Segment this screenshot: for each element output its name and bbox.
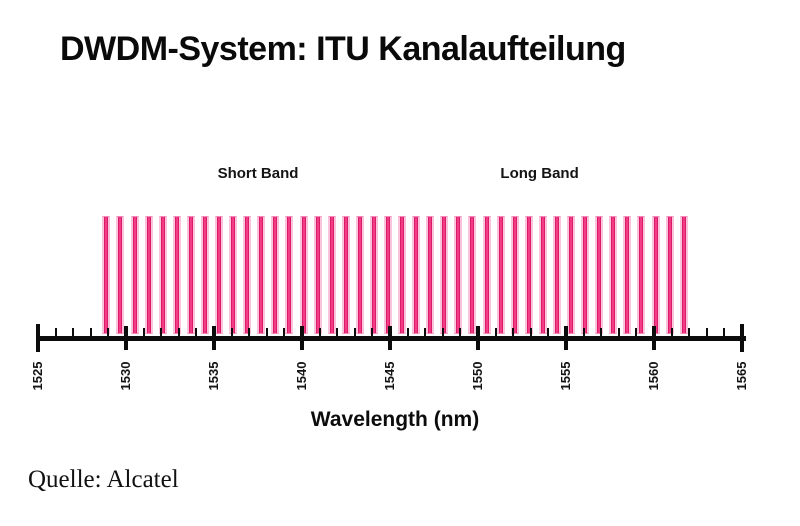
channel-bar <box>510 216 519 334</box>
channel-bar <box>341 216 350 334</box>
channel-bar <box>496 216 505 334</box>
channel-bar <box>200 216 209 334</box>
channel-bar <box>229 216 238 334</box>
axis-minor-tick <box>336 328 339 337</box>
axis-minor-tick <box>529 328 532 337</box>
channel-bar <box>623 216 632 334</box>
axis-minor-tick <box>723 328 726 337</box>
axis-minor-tick <box>177 328 180 337</box>
channel-bar <box>285 216 294 334</box>
page-title: DWDM-System: ITU Kanalaufteilung <box>60 30 626 68</box>
channel-bar <box>412 216 421 334</box>
axis-minor-tick <box>160 328 163 337</box>
channel-bar <box>679 216 688 334</box>
axis-tick-label: 1565 <box>734 361 749 391</box>
channel-bar <box>609 216 618 334</box>
axis-minor-tick <box>89 328 92 337</box>
channel-bar <box>665 216 674 334</box>
axis-major-tick <box>476 326 480 350</box>
axis-major-tick <box>212 326 216 350</box>
axis-tick-label: 1525 <box>30 361 45 391</box>
channel-bar <box>440 216 449 334</box>
channel-bar <box>552 216 561 334</box>
source-label: Quelle: <box>28 466 102 493</box>
channel-bar <box>257 216 266 334</box>
axis-tick-label: 1555 <box>558 361 573 391</box>
axis-major-tick <box>652 326 656 350</box>
axis-minor-tick <box>600 328 603 337</box>
axis-tick-label: 1540 <box>294 361 309 391</box>
channel-bar <box>581 216 590 334</box>
channel-bar <box>327 216 336 334</box>
axis-minor-tick <box>54 328 57 337</box>
channel-bar <box>215 216 224 334</box>
axis-major-tick <box>740 324 744 352</box>
channel-bar <box>144 216 153 334</box>
axis-major-tick <box>564 326 568 350</box>
channel-bar <box>243 216 252 334</box>
channel-bar <box>595 216 604 334</box>
channel-bar <box>102 216 111 334</box>
channel-bar <box>567 216 576 334</box>
axis-minor-tick <box>230 328 233 337</box>
axis-minor-tick <box>371 328 374 337</box>
channel-bar <box>116 216 125 334</box>
axis-minor-tick <box>72 328 75 337</box>
axis-minor-tick <box>494 328 497 337</box>
axis-minor-tick <box>248 328 251 337</box>
channel-bar <box>637 216 646 334</box>
channel-bar <box>158 216 167 334</box>
axis-minor-tick <box>512 328 515 337</box>
channel-bar <box>454 216 463 334</box>
channel-bar <box>172 216 181 334</box>
channel-bar <box>426 216 435 334</box>
long-band-label: Long Band <box>500 165 579 182</box>
axis-minor-tick <box>459 328 462 337</box>
axis-major-tick <box>124 326 128 350</box>
channel-bar <box>398 216 407 334</box>
axis-minor-tick <box>142 328 145 337</box>
channel-bar <box>524 216 533 334</box>
axis-minor-tick <box>582 328 585 337</box>
channel-bar <box>186 216 195 334</box>
axis-tick-label: 1560 <box>646 361 661 391</box>
axis-minor-tick <box>635 328 638 337</box>
axis-tick-label: 1545 <box>382 361 397 391</box>
channel-bar <box>538 216 547 334</box>
axis-minor-tick <box>617 328 620 337</box>
axis-tick-label: 1535 <box>206 361 221 391</box>
axis-minor-tick <box>195 328 198 337</box>
axis-minor-tick <box>441 328 444 337</box>
channel-bar <box>313 216 322 334</box>
channel-bar <box>130 216 139 334</box>
channel-bar <box>369 216 378 334</box>
axis-tick-label: 1530 <box>118 361 133 391</box>
axis-minor-tick <box>318 328 321 337</box>
axis-minor-tick <box>705 328 708 337</box>
channel-bar <box>482 216 491 334</box>
axis-minor-tick <box>265 328 268 337</box>
axis-tick-label: 1550 <box>470 361 485 391</box>
dwdm-channel-bars <box>0 216 800 334</box>
channel-bar <box>468 216 477 334</box>
axis-minor-tick <box>283 328 286 337</box>
axis-major-tick <box>388 326 392 350</box>
axis-minor-tick <box>406 328 409 337</box>
channel-bar <box>355 216 364 334</box>
channel-bar <box>271 216 280 334</box>
axis-major-tick <box>300 326 304 350</box>
axis-minor-tick <box>547 328 550 337</box>
source-value: Alcatel <box>106 466 179 493</box>
axis-minor-tick <box>424 328 427 337</box>
short-band-label: Short Band <box>217 165 299 182</box>
axis-minor-tick <box>107 328 110 337</box>
axis-minor-tick <box>688 328 691 337</box>
axis-major-tick <box>36 324 40 352</box>
axis-minor-tick <box>670 328 673 337</box>
source-attribution: Quelle: Alcatel <box>28 466 179 494</box>
axis-minor-tick <box>353 328 356 337</box>
x-axis-title: Wavelength (nm) <box>310 408 480 431</box>
